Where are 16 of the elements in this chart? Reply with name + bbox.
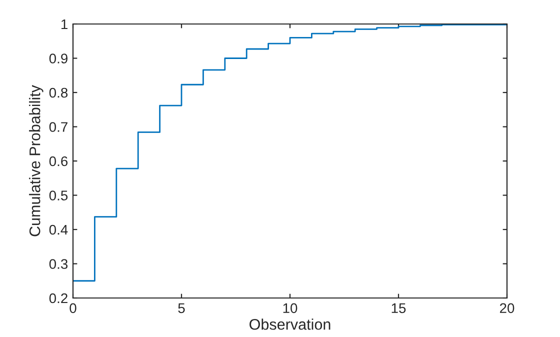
x-tick-label: 20 — [500, 303, 514, 314]
y-tick-label: 0.5 — [49, 190, 68, 200]
x-tick-label: 10 — [283, 303, 298, 314]
x-tick-label: 0 — [70, 303, 76, 314]
y-axis-title: Cumulative Probability — [29, 85, 44, 236]
y-tick-label: 0.8 — [49, 88, 68, 98]
y-tick-label: 0.9 — [49, 54, 68, 64]
y-tick-label: 0.7 — [49, 122, 68, 132]
y-tick-label: 0.6 — [49, 156, 68, 166]
y-tick-label: 1 — [61, 19, 68, 30]
y-tick-label: 0.4 — [49, 224, 68, 235]
x-axis-title: Observation — [250, 318, 330, 330]
x-tick-label: 15 — [392, 303, 406, 314]
y-tick-label: 0.3 — [49, 259, 68, 269]
y-tick-label: 0.2 — [49, 293, 68, 304]
x-tick-label: 5 — [178, 303, 185, 314]
